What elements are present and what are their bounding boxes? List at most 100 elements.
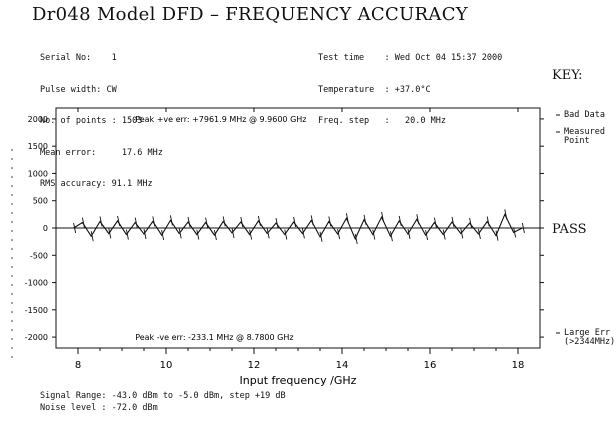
data-point [310, 215, 314, 226]
test-info-left: Serial No: 1 Pulse width: CW No. of poin… [40, 32, 163, 211]
data-point [275, 218, 279, 229]
x-axis-ticks: 8 10 12 14 16 18 [75, 108, 525, 371]
key-bad-data: Bad Data [564, 110, 605, 120]
data-point [152, 216, 156, 227]
data-point [469, 218, 473, 229]
data-point [240, 216, 244, 228]
scale-dot [11, 149, 13, 151]
y-tick-label: -1000 [25, 279, 48, 288]
data-point [284, 229, 288, 240]
key-large-error: Large Err (>2344MHz) [564, 328, 616, 347]
scale-dot [11, 212, 13, 214]
scale-dot [11, 356, 13, 358]
x-tick-label: 14 [336, 360, 349, 371]
frequency-step: Freq. step : 20.0 MHz [318, 116, 446, 126]
page-title: Dr048 Model DFD – FREQUENCY ACCURACY [32, 4, 468, 25]
scale-dot [11, 248, 13, 250]
scale-dot [11, 347, 13, 349]
scale-dot [11, 266, 13, 268]
data-point [451, 216, 455, 228]
error-series [73, 209, 525, 244]
data-point [178, 228, 182, 239]
data-point [398, 215, 402, 226]
pulse-width: Pulse width: CW [40, 84, 117, 95]
x-tick-label: 12 [248, 360, 261, 371]
data-point [143, 228, 147, 240]
scale-dot [11, 329, 13, 331]
data-point [425, 230, 429, 241]
scale-dot [11, 185, 13, 187]
signal-range: Signal Range: -43.0 dBm to -5.0 dBm, ste… [40, 391, 286, 401]
scale-dot [11, 221, 13, 223]
scale-dot [11, 338, 13, 340]
scale-dot [11, 230, 13, 232]
data-point [90, 231, 94, 242]
data-point [108, 228, 112, 239]
scale-dot [11, 311, 13, 313]
left-dotted-scale [11, 149, 13, 358]
peak-positive-annotation: Peak +ve err: +7961.9 MHz @ 9.9600 GHz [135, 115, 306, 124]
scale-dot [11, 194, 13, 196]
data-point [407, 228, 411, 240]
scale-dot [11, 158, 13, 160]
x-axis-label: Input frequency /GHz [240, 374, 357, 387]
y-tick-label: 500 [33, 197, 48, 206]
serial-number: Serial No: 1 [40, 53, 117, 63]
mean-error: Mean error: 17.6 MHz [40, 147, 163, 158]
data-point [433, 217, 437, 228]
scale-dot [11, 293, 13, 295]
scale-dot [11, 239, 13, 241]
y-axis-ticks: 2000 1500 1000 500 0 -500 -1000 -1500 -2000 [25, 115, 544, 342]
data-point [521, 222, 525, 234]
scale-dot [11, 320, 13, 322]
y-tick-label: 2000 [28, 115, 48, 124]
y-tick-label: -2000 [25, 333, 48, 342]
data-point [442, 229, 446, 240]
data-point [169, 215, 173, 226]
data-point [328, 216, 332, 227]
data-point [486, 216, 490, 227]
key-heading: KEY: [552, 68, 583, 83]
x-tick-label: 18 [512, 360, 525, 371]
data-point [504, 209, 508, 220]
error-line [73, 213, 523, 241]
y-tick-label: 1000 [28, 169, 48, 178]
y-tick-label: 0 [43, 224, 48, 233]
data-point [81, 217, 85, 228]
data-point [231, 227, 235, 238]
data-point [266, 228, 270, 239]
data-point [381, 212, 385, 223]
y-tick-label: -500 [30, 251, 48, 260]
data-point [99, 216, 103, 227]
noise-level: Noise level : -72.0 dBm [40, 403, 158, 413]
data-point [372, 229, 376, 240]
data-point [125, 229, 129, 240]
key-markers [556, 114, 560, 334]
data-point [354, 233, 358, 244]
rms-accuracy: RMS accuracy: 91.1 MHz [40, 179, 153, 189]
data-point [416, 214, 420, 225]
data-point [477, 228, 481, 240]
data-point [73, 222, 77, 234]
scale-dot [11, 176, 13, 178]
temperature: Temperature : +37.0°C [318, 84, 431, 95]
scale-dot [11, 257, 13, 259]
scale-dot [11, 167, 13, 169]
y-tick-label: -1500 [25, 306, 48, 315]
data-point [187, 216, 191, 228]
data-point [249, 229, 253, 240]
data-point [293, 216, 297, 228]
test-info-right: Test time : Wed Oct 04 15:37 2000 Temper… [318, 32, 502, 148]
peak-negative-annotation: Peak -ve err: -233.1 MHz @ 8.7800 GHz [135, 333, 293, 342]
data-point [513, 227, 517, 238]
data-point [161, 230, 165, 241]
y-tick-label: 1500 [28, 142, 48, 151]
x-tick-label: 16 [424, 360, 437, 371]
data-point [117, 215, 121, 226]
data-point [389, 231, 393, 242]
status-badge: PASS [552, 222, 587, 237]
scale-dot [11, 302, 13, 304]
data-point [205, 217, 209, 228]
